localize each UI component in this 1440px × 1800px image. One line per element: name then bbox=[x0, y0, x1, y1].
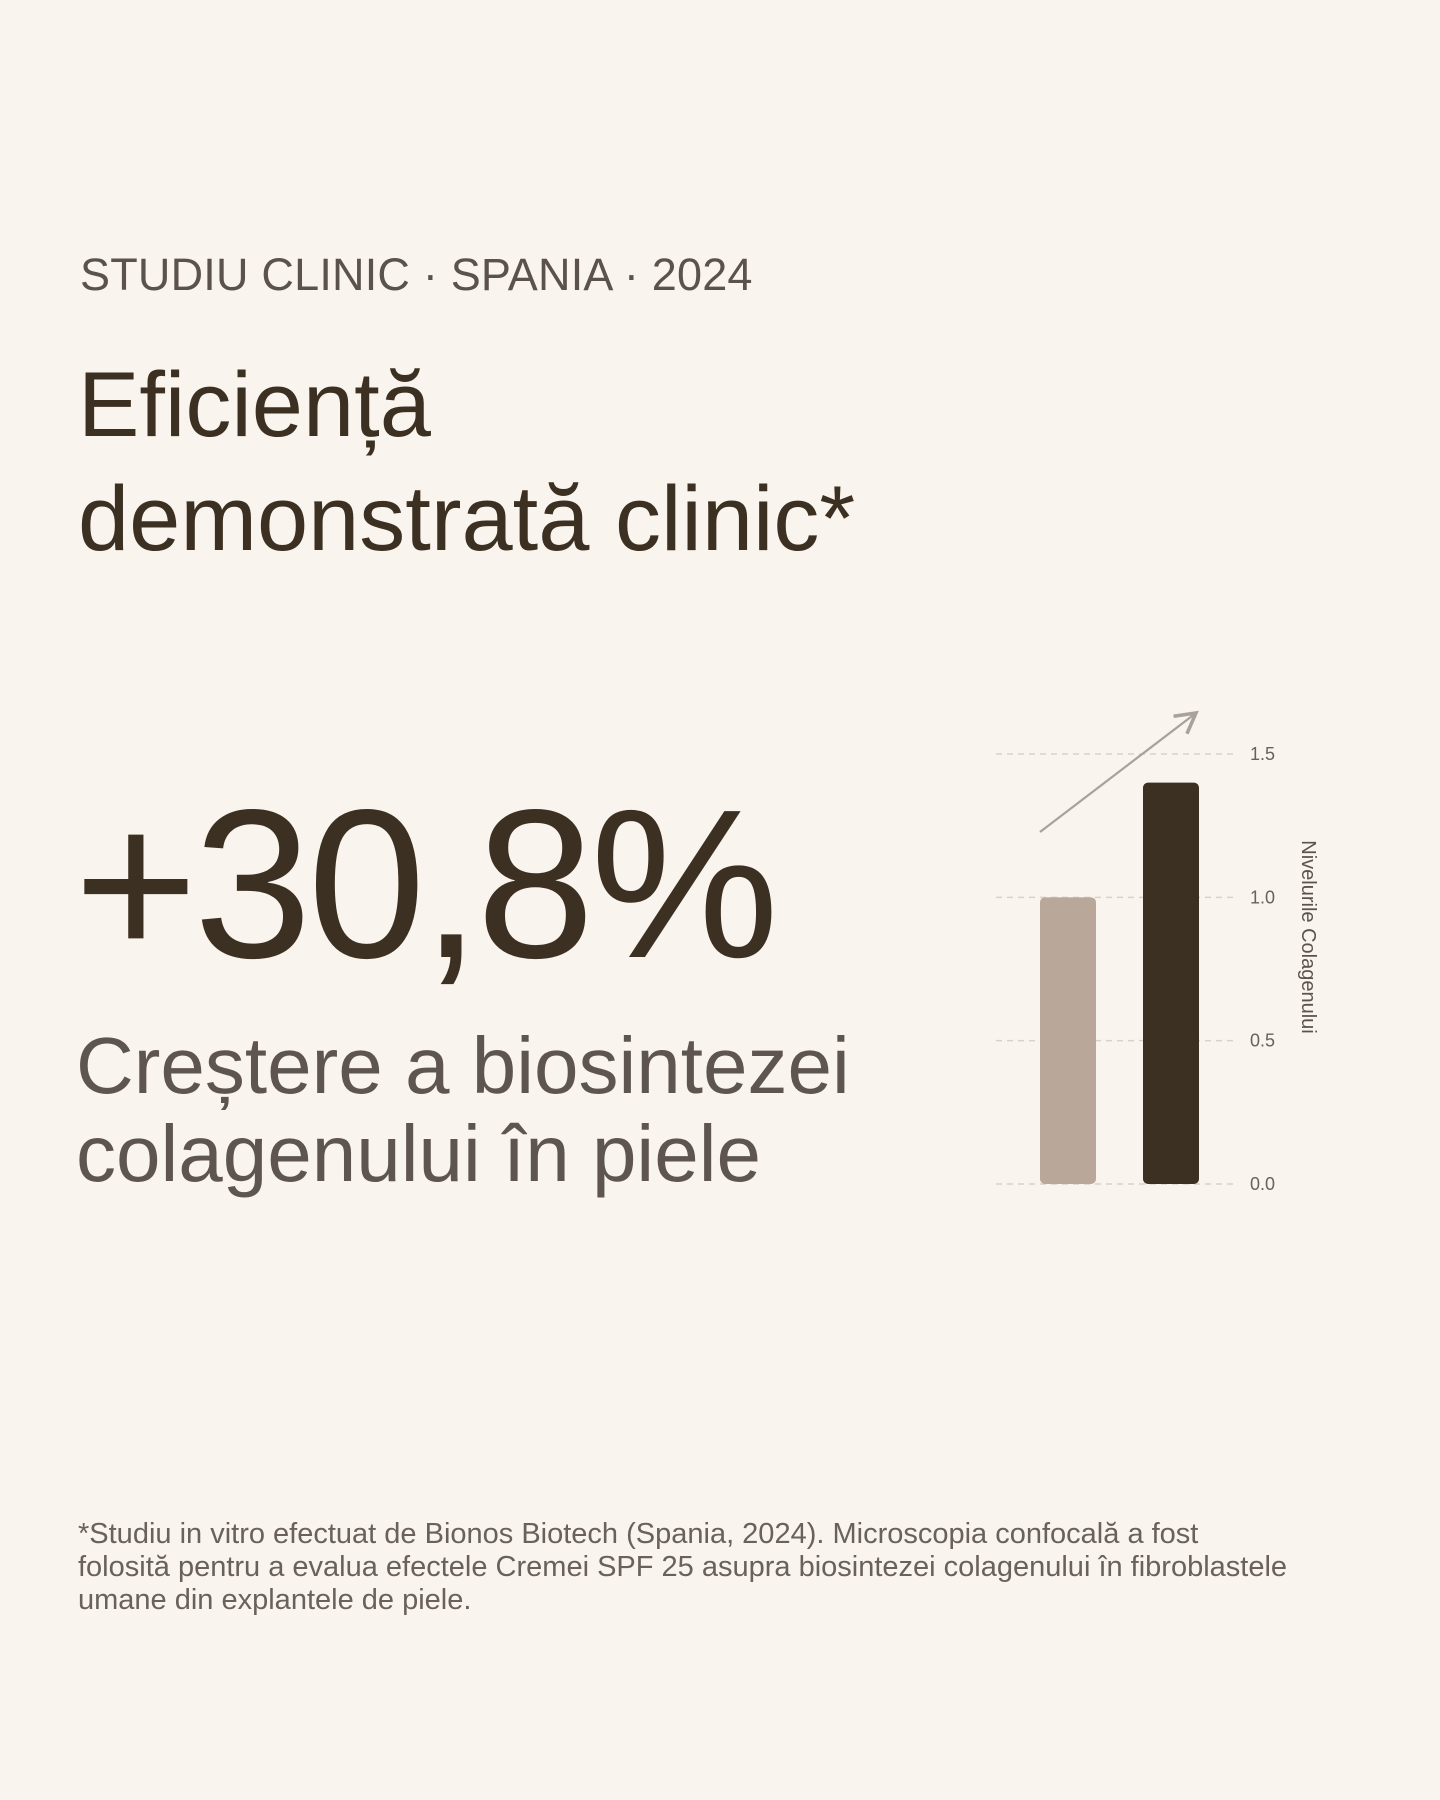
bar-baseline bbox=[1040, 897, 1096, 1184]
bars bbox=[1040, 782, 1199, 1184]
stat-description: Creștere a biosintezei colagenului în pi… bbox=[76, 1022, 850, 1198]
footnote-line-2: folosită pentru a evalua efectele Cremei… bbox=[78, 1551, 1288, 1583]
stat-value: +30,8% bbox=[74, 765, 779, 1002]
stat-description-line-1: Creștere a biosintezei bbox=[76, 1021, 850, 1110]
title-line-2: demonstrată clinic* bbox=[78, 468, 856, 570]
y-tick-label-1: 0.5 bbox=[1250, 1031, 1275, 1051]
study-eyebrow: STUDIU CLINIC · SPANIA · 2024 bbox=[80, 249, 753, 300]
collagen-bar-chart: 0.0 0.5 1.0 1.5 Nivelurile Colagenului bbox=[996, 710, 1319, 1194]
y-tick-label-3: 1.5 bbox=[1250, 744, 1275, 764]
y-tick-label-2: 1.0 bbox=[1250, 887, 1275, 907]
grid-lines bbox=[996, 753, 1236, 1185]
y-tick-labels: 0.0 0.5 1.0 1.5 bbox=[1250, 744, 1275, 1194]
footnote-line-3: umane din explantele de piele. bbox=[78, 1584, 472, 1616]
y-tick-label-0: 0.0 bbox=[1250, 1174, 1275, 1194]
page-title: Eficiență demonstrată clinic* bbox=[78, 348, 1078, 576]
stat-description-line-2: colagenului în piele bbox=[76, 1109, 761, 1198]
footnote: *Studiu in vitro efectuat de Bionos Biot… bbox=[78, 1518, 1398, 1617]
title-line-1: Eficiență bbox=[78, 354, 431, 456]
trend-arrow bbox=[1039, 710, 1199, 833]
bar-treated bbox=[1143, 782, 1199, 1184]
y-axis-label: Nivelurile Colagenului bbox=[1297, 840, 1319, 1033]
footnote-line-1: *Studiu in vitro efectuat de Bionos Biot… bbox=[78, 1518, 1199, 1550]
